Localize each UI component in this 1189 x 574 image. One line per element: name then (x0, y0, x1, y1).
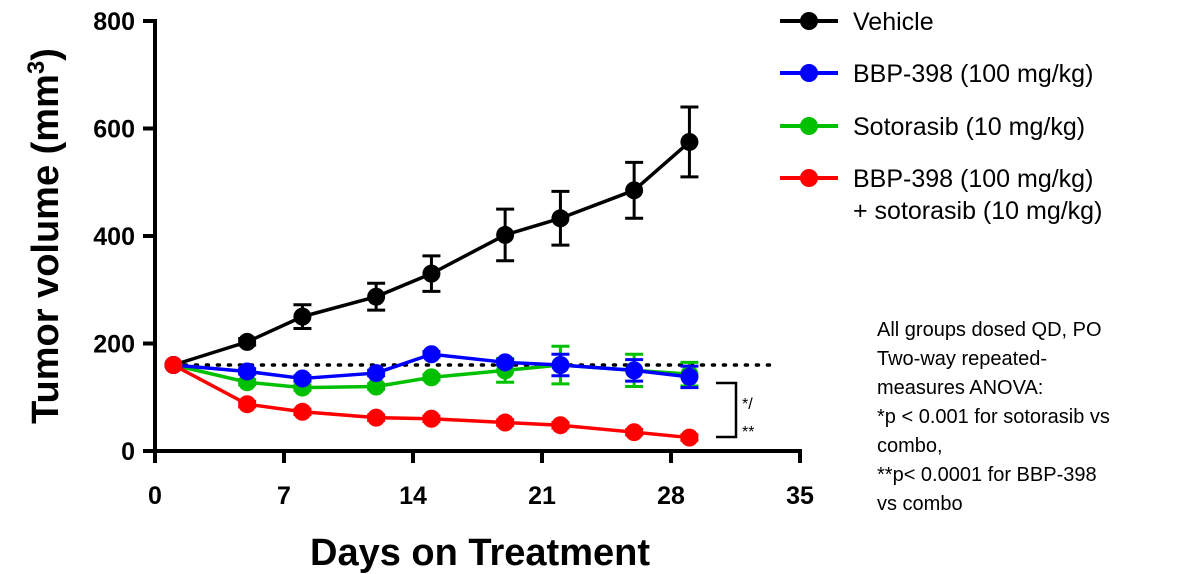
axes: 0 200 400 600 800 0 7 14 21 28 35 (93, 8, 814, 510)
data-point (625, 423, 644, 442)
x-tick-label: 14 (399, 482, 427, 510)
x-tick-label: 35 (786, 482, 814, 510)
plot-area (164, 105, 772, 447)
data-point (238, 332, 257, 351)
legend-swatch-marker (800, 12, 818, 30)
data-point (551, 209, 570, 228)
legend-label: BBP-398 (100 mg/kg) (853, 60, 1093, 88)
y-tick-label: 200 (93, 331, 135, 359)
y-tick-label: 800 (93, 8, 135, 36)
data-point (422, 409, 441, 428)
data-point (551, 356, 570, 374)
note-line: combo, (877, 435, 943, 457)
y-axis-title-superscript: 3 (23, 61, 50, 74)
significance-label-2: ** (742, 424, 754, 441)
data-point (367, 377, 386, 396)
legend-label: Vehicle (853, 8, 934, 36)
x-tick-label: 21 (528, 482, 556, 510)
legend-label: + sotorasib (10 mg/kg) (853, 197, 1102, 225)
x-tick-label: 28 (657, 482, 685, 510)
y-axis-title-main: Tumor volume (mm (25, 74, 67, 424)
legend-swatch-marker (800, 64, 818, 82)
y-axis-title-suffix: ) (25, 48, 67, 61)
data-point (625, 181, 644, 200)
note-line: **p< 0.0001 for BBP-398 (877, 464, 1097, 486)
significance-bracket: */ ** (716, 381, 754, 441)
data-point (164, 356, 183, 374)
y-tick-label: 0 (121, 438, 135, 466)
note-line: measures ANOVA: (877, 377, 1043, 399)
series-0 (164, 105, 699, 374)
data-point (496, 353, 515, 372)
note-line: vs combo (877, 493, 963, 515)
note-line: All groups dosed QD, PO (877, 319, 1102, 341)
data-point (293, 307, 312, 326)
y-axis-title: Tumor volume (mm3) (23, 48, 67, 424)
data-point (496, 413, 515, 432)
data-point (367, 364, 386, 383)
statistics-note: All groups dosed QD, PO Two-way repeated-… (877, 319, 1110, 515)
y-tick-label: 600 (93, 116, 135, 144)
data-point (422, 368, 441, 387)
x-tick-label: 7 (277, 482, 291, 510)
data-point (367, 408, 386, 427)
data-point (680, 367, 699, 386)
legend-label: Sotorasib (10 mg/kg) (853, 113, 1085, 141)
data-point (422, 264, 441, 283)
legend-swatch-marker (800, 169, 818, 187)
series-3 (164, 356, 699, 447)
significance-label-1: */ (742, 396, 753, 413)
data-point (496, 225, 515, 244)
data-point (293, 402, 312, 421)
series-line (172, 140, 691, 367)
legend-label: BBP-398 (100 mg/kg) (853, 165, 1093, 193)
note-line: Two-way repeated- (877, 348, 1047, 370)
data-point (367, 287, 386, 306)
legend: Vehicle BBP-398 (100 mg/kg) Sotorasib (10 … (780, 8, 1102, 225)
bracket-line (716, 381, 738, 439)
data-point (422, 345, 441, 364)
note-line: *p < 0.001 for sotorasib vs (877, 406, 1110, 428)
data-point (625, 361, 644, 380)
data-point (238, 362, 257, 381)
data-point (238, 395, 257, 414)
data-point (551, 416, 570, 435)
x-axis-title: Days on Treatment (310, 532, 650, 574)
x-tick-label: 0 (148, 482, 162, 510)
y-tick-label: 400 (93, 223, 135, 251)
data-point (680, 132, 699, 151)
legend-swatch-marker (800, 117, 818, 135)
data-point (293, 369, 312, 388)
data-point (680, 428, 699, 447)
